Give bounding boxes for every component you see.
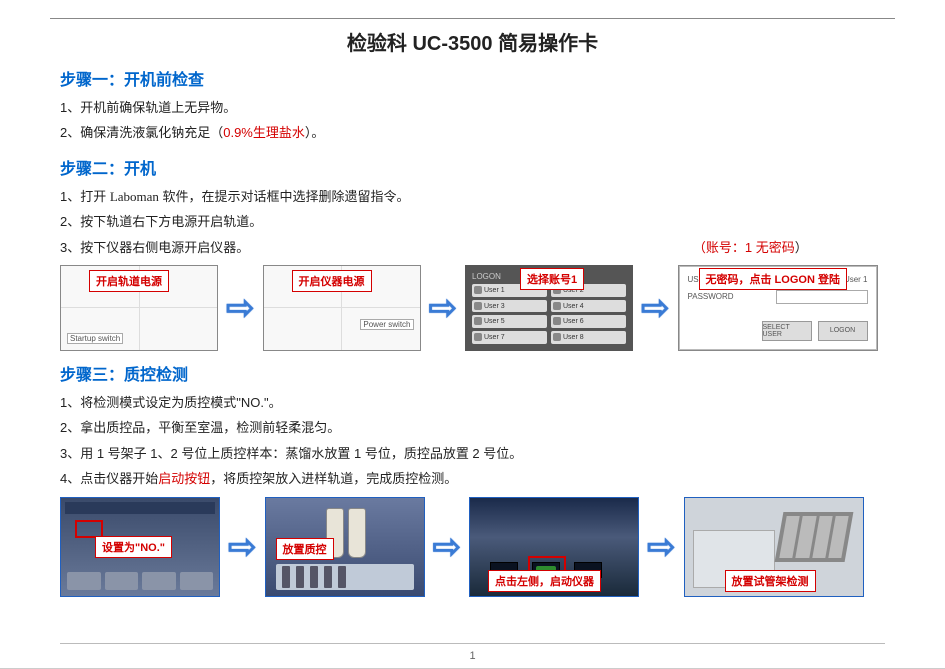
login-buttons: SELECT USER LOGON xyxy=(688,321,868,341)
step2-panel-device-power: Power switch 开启仪器电源 xyxy=(263,265,421,351)
arrow-icon: ⇨ xyxy=(639,291,672,325)
step3-line3: 3、用 1 号架子 1、2 号位上质控样本：蒸馏水放置 1 号位，质控品放置 2… xyxy=(60,442,885,465)
step3-cap3: 点击左侧，启动仪器 xyxy=(488,570,601,592)
footer-rule xyxy=(60,643,885,644)
step3-flow: 设置为"NO." ⇨ 放置质控 ⇨ 点击左侧，启动仪器 ⇨ xyxy=(60,497,885,597)
step2-hint-post: ） xyxy=(795,240,808,255)
step3-cap1: 设置为"NO." xyxy=(95,536,172,558)
document-page: 检验科 UC-3500 简易操作卡 步骤一：开机前检查 1、开机前确保轨道上无异… xyxy=(0,0,945,669)
arrow-icon: ⇨ xyxy=(224,291,257,325)
step3-cap2: 放置质控 xyxy=(276,538,334,560)
user-cell: User 3 xyxy=(472,300,547,313)
tube-rack xyxy=(276,564,414,590)
login-pass-input xyxy=(776,290,868,304)
step2-heading: 步骤二：开机 xyxy=(60,155,885,179)
step2-panel-login: USER NAME User 1 PASSWORD SELECT USER LO… xyxy=(678,265,878,351)
step2-line1: 1、打开 Laboman 软件，在提示对话框中选择删除遗留指令。 xyxy=(60,185,885,208)
step2-panel-userlist: LOGON User 1User 2 User 3User 4 User 5Us… xyxy=(465,265,633,351)
login-user-value: User 1 xyxy=(844,275,868,284)
step2-flow: Startup switch 开启轨道电源 ⇨ Power switch 开启仪… xyxy=(60,265,885,351)
login-pass-row: PASSWORD xyxy=(688,290,868,304)
sketch-label-startup: Startup switch xyxy=(67,333,123,344)
step2-line3: 3、按下仪器右侧电源开启仪器。 （账号：1 无密码） xyxy=(60,236,885,259)
step3-heading: 步骤三：质控检测 xyxy=(60,361,885,385)
sketch-label-power: Power switch xyxy=(360,319,413,330)
logon-button: LOGON xyxy=(818,321,868,341)
step3-line4-post: ，将质控架放入进样轨道，完成质控检测。 xyxy=(210,471,457,486)
arrow-icon: ⇨ xyxy=(645,530,678,564)
login-pass-label: PASSWORD xyxy=(688,292,734,301)
step2-cap2: 开启仪器电源 xyxy=(292,270,372,292)
step3-panel-start: 点击左侧，启动仪器 xyxy=(469,497,639,597)
step2-line1-post: 软件，在提示对话框中选择删除遗留指令。 xyxy=(159,189,410,204)
arrow-icon: ⇨ xyxy=(431,530,464,564)
step3-panel-tubes: 放置质控 xyxy=(265,497,425,597)
step1-heading: 步骤一：开机前检查 xyxy=(60,66,885,90)
step2-line1-pre: 1、打开 xyxy=(60,189,110,204)
step2-panel-track-power: Startup switch 开启轨道电源 xyxy=(60,265,218,351)
step3-line4-pre: 4、点击仪器开始 xyxy=(60,471,158,486)
step2-cap3: 选择账号1 xyxy=(520,268,584,290)
step3-line4: 4、点击仪器开始启动按钮，将质控架放入进样轨道，完成质控检测。 xyxy=(60,467,885,490)
loader-tray xyxy=(774,512,853,562)
step3-line4-red: 启动按钮 xyxy=(158,471,210,486)
step1-line2-pre: 2、确保清洗液氯化钠充足（ xyxy=(60,125,223,140)
step3-cap4: 放置试管架检测 xyxy=(725,570,816,592)
step2-hint: （账号：1 无密码） xyxy=(693,236,808,259)
step3-line1: 1、将检测模式设定为质控模式"NO."。 xyxy=(60,391,885,414)
step1-line1: 1、开机前确保轨道上无异物。 xyxy=(60,96,885,119)
step2-hint-mid: 1 无密码 xyxy=(745,240,795,255)
user-cell: User 7 xyxy=(472,331,547,344)
step3-panel-mode: 设置为"NO." xyxy=(60,497,220,597)
step3-panel-loader: 放置试管架检测 xyxy=(684,497,864,597)
step1-line2-red: 0.9%生理盐水 xyxy=(223,125,305,140)
step2-cap1: 开启轨道电源 xyxy=(89,270,169,292)
page-number: 1 xyxy=(0,650,945,662)
step2-line2: 2、按下轨道右下方电源开启轨道。 xyxy=(60,210,885,233)
user-cell: User 6 xyxy=(551,315,626,328)
top-rule xyxy=(50,18,895,19)
step1-line2-post: ）。 xyxy=(305,125,325,140)
mode-topbar xyxy=(65,502,215,514)
select-user-button: SELECT USER xyxy=(762,321,812,341)
page-title: 检验科 UC-3500 简易操作卡 xyxy=(60,27,885,56)
step2-hint-pre: （账号： xyxy=(693,240,745,255)
step2-line3-text: 3、按下仪器右侧电源开启仪器。 xyxy=(60,240,249,255)
step3-line2: 2、拿出质控品，平衡至室温，检测前轻柔混匀。 xyxy=(60,416,885,439)
arrow-icon: ⇨ xyxy=(427,291,460,325)
arrow-icon: ⇨ xyxy=(226,530,259,564)
user-cell: User 5 xyxy=(472,315,547,328)
step2-line1-em: Laboman xyxy=(110,189,159,204)
step2-cap4: 无密码，点击 LOGON 登陆 xyxy=(699,268,847,290)
user-cell: User 4 xyxy=(551,300,626,313)
user-cell: User 8 xyxy=(551,331,626,344)
mode-buttons xyxy=(67,572,213,590)
tube-2 xyxy=(348,508,366,558)
step1-line2: 2、确保清洗液氯化钠充足（0.9%生理盐水）。 xyxy=(60,121,885,144)
